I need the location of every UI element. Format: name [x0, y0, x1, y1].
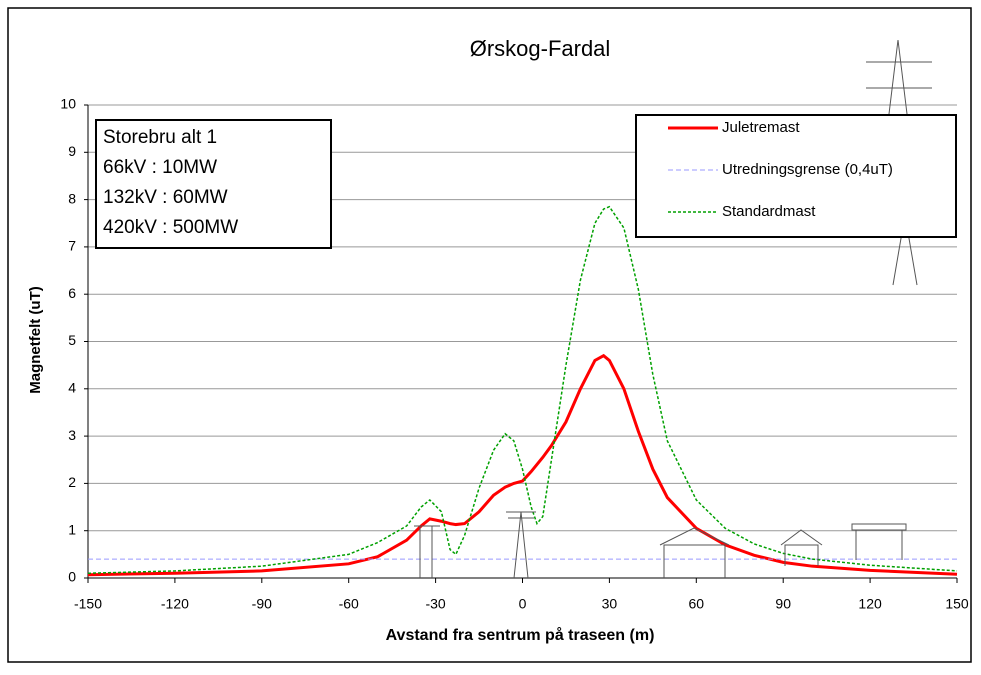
y-tick-label: 7	[68, 238, 76, 254]
annotation-box	[95, 119, 332, 249]
legend-label: Juletremast	[722, 119, 800, 136]
x-tick-label: 90	[775, 596, 791, 612]
annotation-text: 132kV : 60MW	[103, 187, 228, 208]
x-tick-label: 150	[945, 596, 969, 612]
x-axis-label: Avstand fra sentrum på traseen (m)	[386, 626, 655, 644]
y-axis-label: Magnetfelt (uT)	[27, 286, 44, 393]
legend-label: Standardmast	[722, 203, 816, 220]
annotation-text: 420kV : 500MW	[103, 217, 238, 238]
x-tick-label: -90	[252, 596, 272, 612]
y-tick-label: 8	[68, 190, 76, 206]
x-tick-label: -150	[74, 596, 102, 612]
x-tick-label: -30	[425, 596, 445, 612]
y-tick-label: 0	[68, 569, 76, 585]
series-line	[87, 205, 958, 575]
icons	[414, 39, 932, 579]
x-tick-label: 60	[689, 596, 705, 612]
annotation-text: 66kV : 10MW	[103, 157, 217, 178]
y-tick-label: 2	[68, 474, 76, 490]
x-tick-label: 30	[602, 596, 618, 612]
x-tick-label: -60	[339, 596, 359, 612]
x-tick-label: -120	[161, 596, 189, 612]
annotation-text: Storebru alt 1	[103, 127, 217, 148]
plot: 0 1 2 3 4 5 6 7 8 9 10 -150 -120 -90 -60 -30 0 30 60 90 120 1…	[60, 96, 968, 612]
y-tick-label: 9	[68, 143, 76, 159]
y-tick-label: 3	[68, 427, 76, 443]
y-tick-label: 1	[68, 521, 76, 537]
x-tick-label: 120	[858, 596, 882, 612]
chart-title: Ørskog-Fardal	[470, 36, 611, 61]
frame	[7, 7, 972, 663]
y-tick-label: 4	[68, 380, 76, 396]
y-tick-label: 6	[68, 285, 76, 301]
y-tick-label: 10	[60, 96, 76, 112]
legend-label: Utredningsgrense (0,4uT)	[722, 161, 893, 178]
legend-box	[635, 114, 957, 238]
y-tick-label: 5	[68, 332, 76, 348]
x-tick-label: 0	[519, 596, 527, 612]
